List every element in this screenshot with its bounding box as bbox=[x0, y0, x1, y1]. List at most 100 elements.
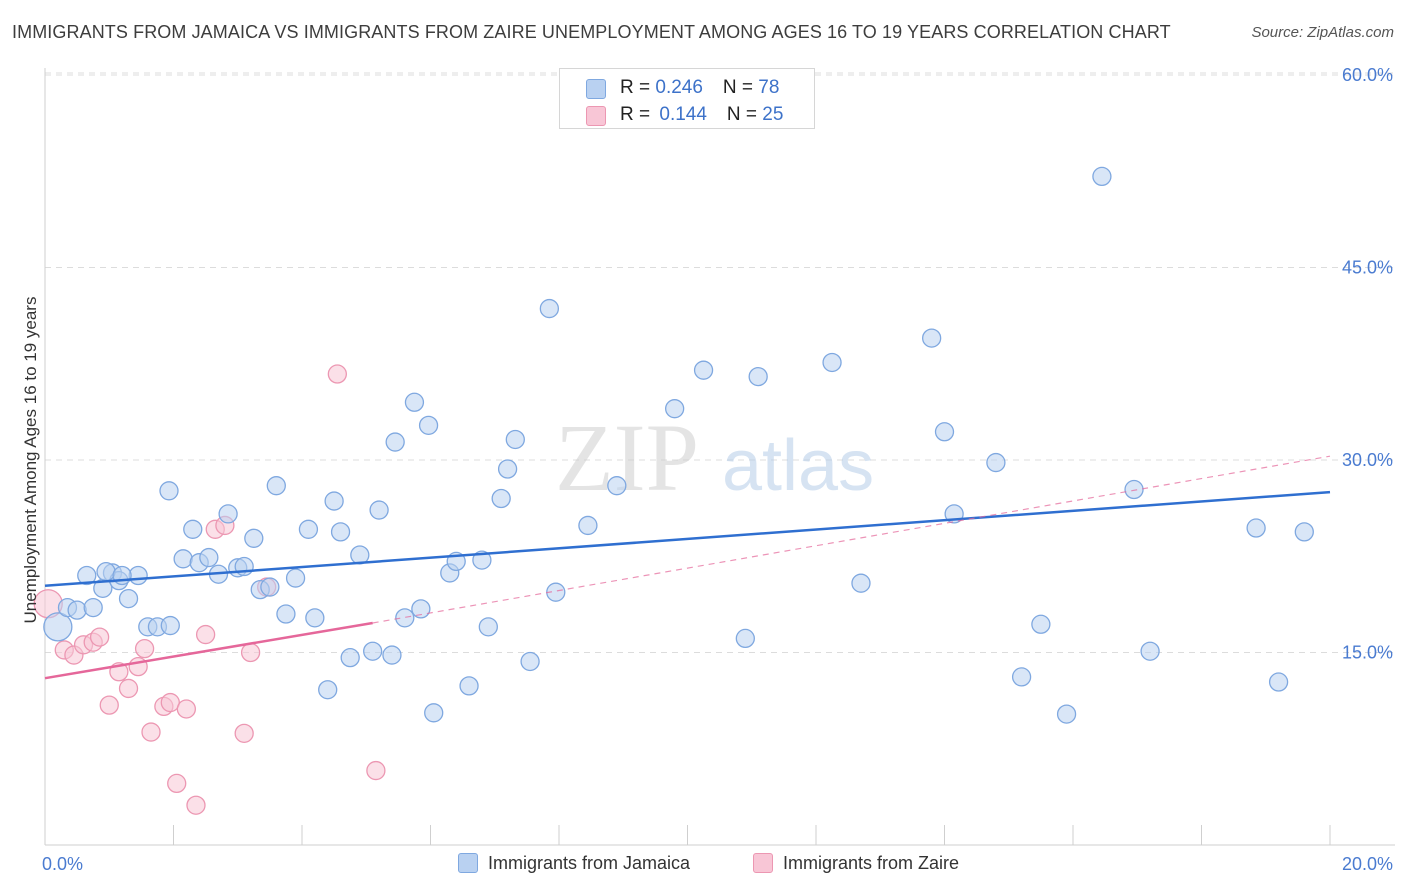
jamaica-point bbox=[324, 491, 344, 511]
zaire-point bbox=[89, 627, 110, 647]
trend-line-jamaica bbox=[44, 490, 1331, 588]
jamaica-point bbox=[404, 392, 425, 412]
trend-line-zaire-extension bbox=[372, 455, 1331, 624]
zaire-point bbox=[195, 624, 216, 645]
jamaica-point bbox=[748, 366, 768, 387]
legend-stats-jamaica: R = 0.246 N = 78 bbox=[620, 77, 779, 99]
y-axis-label: Unemployment Among Ages 16 to 19 years bbox=[21, 297, 40, 624]
y-tick-label: 15.0% bbox=[1342, 643, 1393, 663]
jamaica-point bbox=[395, 608, 415, 628]
jamaica-point bbox=[735, 628, 755, 649]
zaire-point bbox=[366, 760, 386, 781]
jamaica-point bbox=[1092, 166, 1112, 187]
jamaica-point bbox=[1031, 614, 1051, 634]
jamaica-point bbox=[934, 422, 955, 442]
jamaica-point bbox=[160, 615, 180, 636]
jamaica-point bbox=[411, 599, 431, 619]
jamaica-point bbox=[1140, 641, 1160, 661]
jamaica-point bbox=[244, 528, 264, 548]
x-tick-label-max: 20.0% bbox=[1342, 854, 1393, 874]
jamaica-point bbox=[298, 519, 319, 539]
legend-swatch-jamaica bbox=[586, 79, 606, 99]
y-tick-label: 45.0% bbox=[1342, 258, 1393, 278]
jamaica-point bbox=[276, 604, 296, 624]
jamaica-point bbox=[539, 298, 560, 319]
jamaica-point bbox=[118, 588, 139, 609]
jamaica-point bbox=[385, 432, 405, 452]
chart-title: IMMIGRANTS FROM JAMAICA VS IMMIGRANTS FR… bbox=[12, 22, 1171, 42]
jamaica-point bbox=[1011, 667, 1032, 687]
jamaica-point bbox=[1124, 479, 1144, 500]
jamaica-point bbox=[369, 500, 389, 520]
jamaica-point bbox=[459, 676, 479, 696]
correlation-legend: R = 0.246 N = 78 R = 0.144 N = 25 bbox=[559, 68, 815, 129]
jamaica-point bbox=[478, 617, 498, 637]
jamaica-point bbox=[266, 476, 286, 496]
y-tick-label: 60.0% bbox=[1342, 65, 1393, 85]
x-tick-label-min: 0.0% bbox=[42, 854, 83, 874]
watermark-zip: ZIP bbox=[555, 404, 699, 511]
legend-r-label: R = bbox=[620, 104, 656, 125]
legend-n-value: 78 bbox=[758, 77, 780, 98]
jamaica-point bbox=[67, 600, 87, 620]
zaire-point bbox=[240, 642, 261, 663]
jamaica-point bbox=[159, 481, 179, 501]
legend-stats-zaire: R = 0.144 N = 25 bbox=[620, 104, 783, 126]
jamaica-point bbox=[43, 612, 73, 642]
zaire-point bbox=[99, 695, 119, 715]
jamaica-point bbox=[472, 550, 492, 570]
jamaica-point bbox=[520, 651, 540, 672]
jamaica-point bbox=[497, 459, 518, 479]
zaire-point bbox=[167, 773, 187, 794]
watermark: ZIP atlas bbox=[555, 404, 874, 511]
jamaica-point bbox=[986, 452, 1006, 473]
zaire-point bbox=[186, 795, 206, 815]
jamaica-point bbox=[491, 488, 511, 509]
jamaica-point bbox=[218, 504, 238, 524]
jamaica-point bbox=[83, 597, 103, 618]
zaire-point bbox=[118, 678, 139, 699]
y-tick-labels: 15.0% 30.0% 45.0% 60.0% bbox=[1342, 65, 1393, 662]
legend-swatch-zaire bbox=[753, 853, 773, 873]
jamaica-point bbox=[382, 645, 402, 665]
jamaica-point bbox=[693, 360, 714, 380]
zaire-point bbox=[134, 639, 155, 659]
jamaica-point bbox=[578, 515, 598, 536]
zaire-point bbox=[160, 692, 180, 713]
jamaica-point bbox=[1294, 522, 1314, 542]
series-zaire bbox=[33, 364, 386, 815]
jamaica-point bbox=[1056, 704, 1077, 724]
watermark-atlas: atlas bbox=[722, 426, 874, 506]
legend-n-label: N = bbox=[722, 77, 759, 98]
legend-label-zaire: Immigrants from Zaire bbox=[783, 853, 960, 873]
trend-lines bbox=[44, 455, 1331, 680]
jamaica-point bbox=[77, 565, 97, 586]
jamaica-point bbox=[305, 608, 325, 628]
jamaica-point bbox=[173, 549, 193, 569]
jamaica-point bbox=[128, 565, 148, 586]
jamaica-point bbox=[363, 641, 383, 661]
legend-n-value: 25 bbox=[762, 104, 784, 125]
jamaica-point bbox=[1246, 518, 1266, 538]
source-credit: Source: ZipAtlas.com bbox=[1251, 24, 1394, 41]
x-axis bbox=[44, 68, 1395, 846]
jamaica-point bbox=[665, 399, 685, 419]
zaire-point bbox=[176, 699, 197, 719]
zaire-point bbox=[141, 722, 161, 742]
jamaica-point bbox=[1268, 672, 1289, 692]
series-jamaica bbox=[43, 166, 1314, 724]
legend-r-label: R = bbox=[620, 77, 656, 98]
jamaica-point bbox=[822, 352, 842, 373]
jamaica-point bbox=[340, 647, 360, 668]
jamaica-point bbox=[260, 577, 280, 597]
jamaica-point bbox=[418, 415, 439, 436]
legend-r-value: 0.144 bbox=[659, 104, 707, 125]
y-tick-label: 30.0% bbox=[1342, 450, 1393, 470]
legend-swatch-jamaica bbox=[458, 853, 478, 873]
jamaica-point bbox=[607, 476, 627, 496]
jamaica-point bbox=[424, 703, 444, 723]
jamaica-point bbox=[199, 547, 219, 568]
jamaica-point bbox=[183, 519, 203, 539]
trend-line-zaire bbox=[44, 621, 373, 680]
